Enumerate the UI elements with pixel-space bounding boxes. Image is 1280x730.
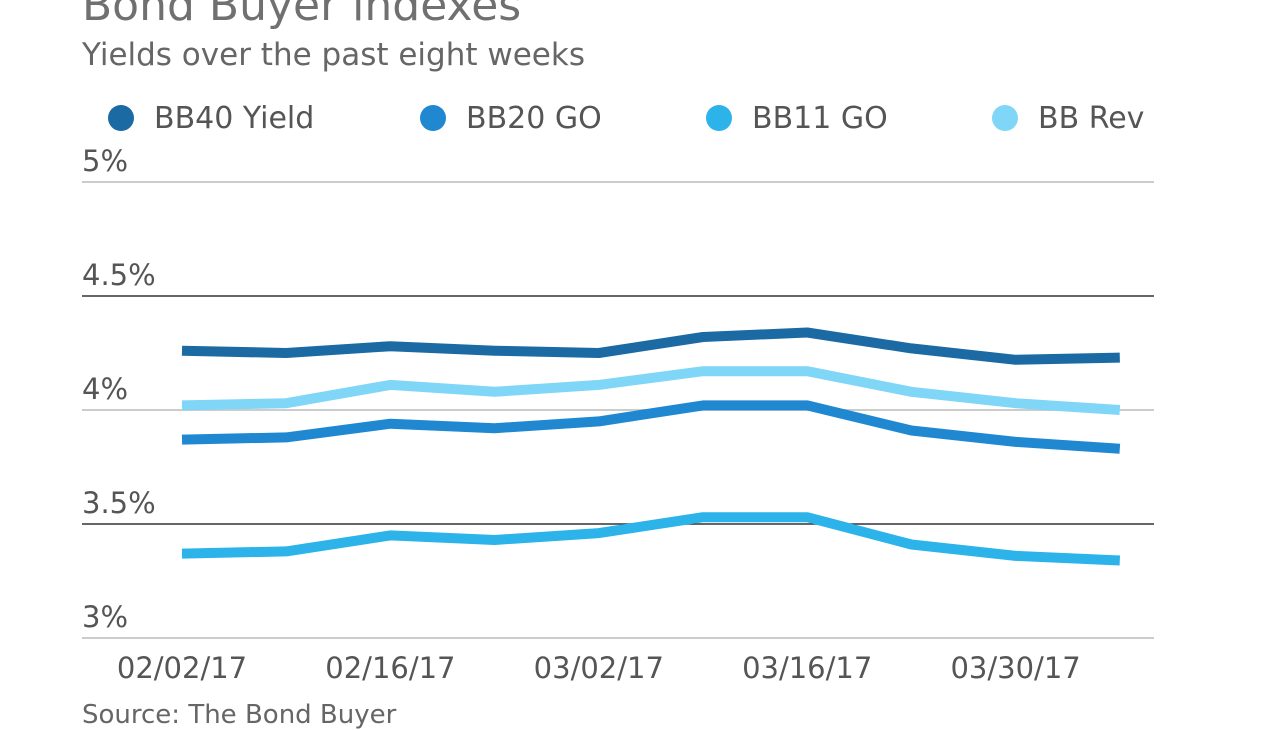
- legend-dot-bb11-go: [706, 105, 732, 131]
- chart-title: Bond Buyer indexes: [82, 0, 522, 31]
- series-line-bb20-go: [181, 400, 1121, 454]
- legend-label-bb40-yield: BB40 Yield: [154, 100, 315, 136]
- y-axis-tick-labels: 5% 4.5% 4% 3.5% 3%: [82, 144, 156, 634]
- y-tick-label: 3%: [82, 600, 128, 634]
- series-line-bb11-go: [181, 512, 1121, 566]
- x-tick-label: 03/16/17: [742, 651, 872, 685]
- legend-item-bb11-go: BB11 GO: [706, 100, 888, 136]
- gridlines: [82, 181, 1154, 639]
- legend-dot-bb20-go: [420, 105, 446, 131]
- legend-item-bb-rev: BB Rev: [992, 100, 1144, 136]
- x-tick-label: 03/30/17: [950, 651, 1080, 685]
- y-tick-label: 3.5%: [82, 486, 156, 520]
- chart-subtitle: Yields over the past eight weeks: [82, 37, 585, 73]
- y-tick-label: 4%: [82, 372, 128, 406]
- series-lines: [181, 327, 1121, 566]
- series-line-bb40-yield: [181, 327, 1120, 365]
- legend-dot-bb40-yield: [108, 105, 134, 131]
- legend-item-bb40-yield: BB40 Yield: [108, 100, 314, 136]
- legend-dot-bb-rev: [992, 105, 1018, 131]
- legend-label-bb-rev: BB Rev: [1038, 100, 1145, 136]
- legend-label-bb20-go: BB20 GO: [466, 100, 602, 136]
- y-tick-label: 5%: [82, 144, 128, 178]
- x-axis-tick-labels: 02/02/17 02/16/17 03/02/17 03/16/17 03/30/17: [117, 651, 1081, 685]
- legend-item-bb20-go: BB20 GO: [420, 100, 602, 136]
- x-tick-label: 02/02/17: [117, 651, 247, 685]
- x-tick-label: 03/02/17: [534, 651, 664, 685]
- legend-label-bb11-go: BB11 GO: [752, 100, 888, 136]
- y-tick-label: 4.5%: [82, 258, 156, 292]
- source-note: Source: The Bond Buyer: [82, 700, 397, 730]
- series-line-bb-rev: [181, 366, 1121, 415]
- x-tick-label: 02/16/17: [325, 651, 455, 685]
